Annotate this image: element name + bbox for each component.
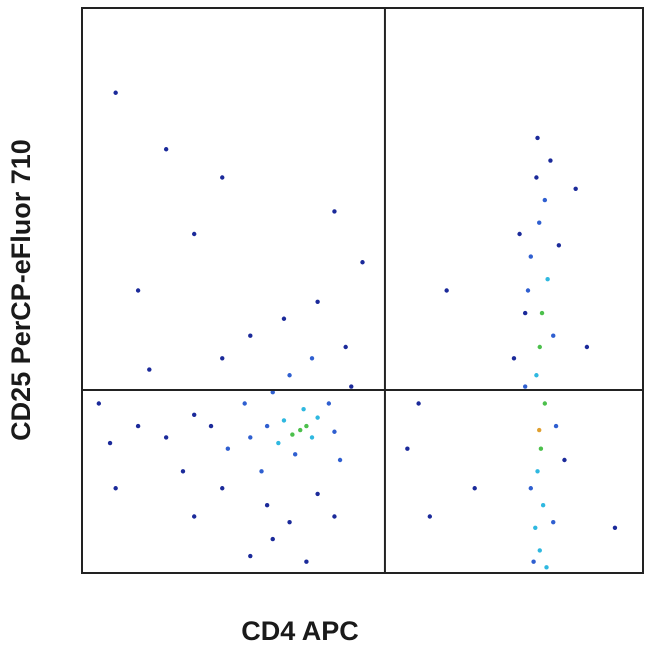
point bbox=[304, 423, 309, 429]
point bbox=[309, 435, 315, 440]
point bbox=[326, 401, 332, 406]
point bbox=[281, 418, 287, 423]
point bbox=[287, 519, 292, 525]
point bbox=[534, 175, 539, 180]
point bbox=[553, 423, 559, 429]
point bbox=[270, 536, 275, 542]
point bbox=[538, 446, 544, 451]
point bbox=[220, 486, 225, 491]
point bbox=[539, 310, 545, 316]
point bbox=[540, 503, 546, 508]
point bbox=[444, 288, 449, 293]
point bbox=[612, 525, 618, 530]
point bbox=[551, 333, 556, 338]
point bbox=[525, 288, 531, 293]
point bbox=[337, 457, 343, 463]
point bbox=[96, 401, 102, 406]
point bbox=[264, 423, 270, 429]
point bbox=[315, 299, 320, 304]
point bbox=[522, 310, 528, 316]
point bbox=[511, 356, 517, 361]
point bbox=[472, 486, 477, 491]
point bbox=[304, 559, 309, 564]
point bbox=[163, 435, 169, 440]
point bbox=[270, 390, 275, 395]
plot-frame bbox=[81, 7, 644, 574]
point bbox=[528, 486, 533, 491]
point bbox=[545, 277, 550, 282]
point bbox=[533, 525, 538, 530]
point bbox=[180, 469, 186, 474]
point bbox=[309, 356, 315, 361]
point bbox=[542, 197, 548, 203]
point bbox=[562, 457, 567, 463]
y-axis-label: CD25 PerCP-eFluor 710 bbox=[6, 139, 36, 441]
point bbox=[248, 333, 253, 338]
point bbox=[517, 231, 522, 237]
point bbox=[522, 384, 528, 389]
point bbox=[542, 401, 548, 406]
point bbox=[332, 209, 337, 214]
point bbox=[537, 220, 542, 225]
point bbox=[535, 469, 540, 474]
point bbox=[208, 423, 214, 429]
point bbox=[113, 486, 118, 491]
point bbox=[292, 452, 298, 457]
point bbox=[298, 427, 303, 433]
point bbox=[248, 435, 253, 440]
point bbox=[220, 175, 225, 180]
point bbox=[290, 432, 295, 437]
point bbox=[537, 427, 542, 433]
point bbox=[537, 548, 542, 553]
point bbox=[416, 401, 421, 406]
point bbox=[113, 90, 118, 95]
point bbox=[225, 446, 231, 451]
point bbox=[242, 401, 247, 406]
x-axis-label: CD4 APC bbox=[241, 616, 359, 646]
point bbox=[548, 158, 553, 163]
point bbox=[192, 514, 197, 519]
point bbox=[349, 384, 354, 389]
point bbox=[315, 491, 320, 497]
point bbox=[287, 373, 292, 378]
point bbox=[220, 356, 225, 361]
point bbox=[281, 316, 287, 321]
point bbox=[259, 469, 264, 474]
point bbox=[163, 147, 169, 152]
point bbox=[584, 344, 590, 350]
point bbox=[264, 503, 270, 508]
point bbox=[276, 440, 281, 446]
point bbox=[315, 415, 320, 420]
point bbox=[135, 288, 141, 293]
point bbox=[556, 243, 562, 248]
point bbox=[135, 423, 141, 429]
point bbox=[332, 514, 337, 519]
point bbox=[535, 135, 540, 141]
point bbox=[147, 367, 152, 372]
point bbox=[534, 373, 539, 378]
point bbox=[343, 344, 348, 350]
point bbox=[551, 519, 556, 525]
point bbox=[360, 260, 365, 265]
point bbox=[528, 254, 533, 259]
point bbox=[531, 559, 536, 564]
point bbox=[248, 553, 253, 559]
point bbox=[192, 231, 197, 237]
point bbox=[301, 406, 306, 412]
point bbox=[192, 412, 197, 417]
point bbox=[107, 440, 113, 446]
point bbox=[332, 429, 337, 434]
point bbox=[544, 565, 549, 570]
point bbox=[537, 344, 542, 350]
point bbox=[427, 514, 433, 519]
point bbox=[405, 446, 410, 451]
point bbox=[573, 186, 578, 191]
